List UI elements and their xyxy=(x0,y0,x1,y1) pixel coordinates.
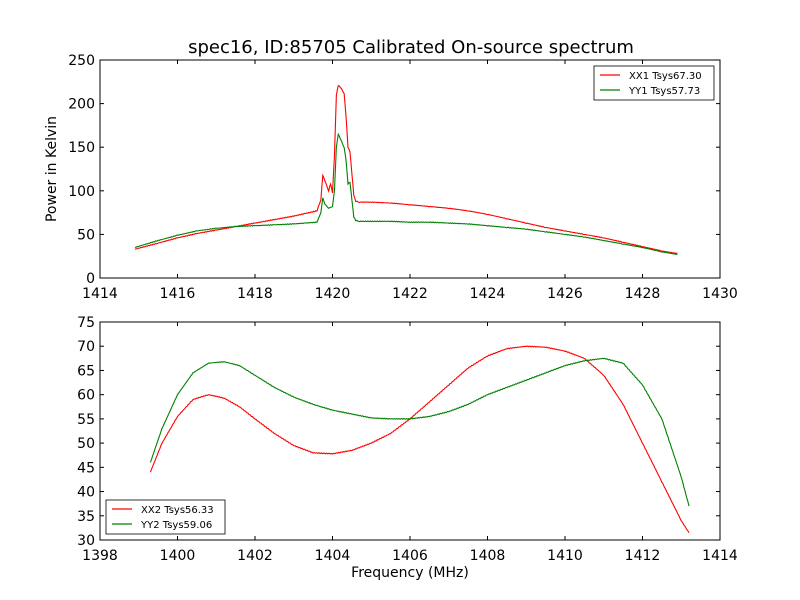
x-tick-label: 1418 xyxy=(237,286,273,302)
y-tick-label: 200 xyxy=(68,97,95,113)
y-tick-label: 100 xyxy=(68,184,95,200)
x-tick-label: 1420 xyxy=(315,286,351,302)
series-line-2 xyxy=(149,357,690,507)
legend: XX1 Tsys67.30 YY1 Tsys57.73 xyxy=(593,65,715,101)
y-tick-label: 0 xyxy=(86,271,95,287)
series-line-2 xyxy=(134,132,678,255)
x-tick-label: 1410 xyxy=(547,548,583,564)
y-tick-label: 35 xyxy=(77,509,95,525)
y-tick-label: 250 xyxy=(68,53,95,69)
x-tick-label: 1426 xyxy=(547,286,583,302)
x-tick-label: 1414 xyxy=(82,286,118,302)
x-tick-label: 1424 xyxy=(470,286,506,302)
y-tick-label: 50 xyxy=(77,227,95,243)
x-tick-label: 1422 xyxy=(392,286,428,302)
legend-entry: XX2 Tsys56.33 xyxy=(141,505,214,516)
x-tick-label: 1404 xyxy=(315,548,351,564)
y-axis-label: Power in Kelvin xyxy=(44,116,60,222)
x-tick-label: 1416 xyxy=(160,286,196,302)
series-line-1 xyxy=(149,345,690,534)
x-tick-label: 1408 xyxy=(470,548,506,564)
x-tick-label: 1430 xyxy=(702,286,738,302)
x-tick-label: 1406 xyxy=(392,548,428,564)
x-axis-label: Frequency (MHz) xyxy=(351,565,469,581)
y-tick-label: 60 xyxy=(77,388,95,404)
chart-1: 1414 1416 1418 1420 1422 1424 1426 1428 1430 0 50 1… xyxy=(44,53,738,302)
legend-entry: YY1 Tsys57.73 xyxy=(628,86,700,97)
legend-box xyxy=(593,65,715,101)
legend-box xyxy=(105,499,226,535)
y-tick-label: 75 xyxy=(77,315,95,331)
x-tick-label: 1398 xyxy=(82,548,118,564)
y-tick-label: 55 xyxy=(77,412,95,428)
x-tick-label: 1412 xyxy=(625,548,661,564)
y-tick-label: 150 xyxy=(68,140,95,156)
figure-title: spec16, ID:85705 Calibrated On-source sp… xyxy=(188,37,634,58)
legend-entry: YY2 Tsys59.06 xyxy=(140,520,212,531)
x-tick-label: 1428 xyxy=(625,286,661,302)
chart-2: 1398 1400 1402 1404 1406 1408 1410 1412 1414 30 35… xyxy=(77,315,738,581)
series-line-1 xyxy=(134,84,678,255)
legend: XX2 Tsys56.33 YY2 Tsys59.06 xyxy=(105,499,226,535)
legend-entry: XX1 Tsys67.30 xyxy=(629,71,702,82)
y-tick-label: 30 xyxy=(77,533,95,549)
x-tick-label: 1402 xyxy=(237,548,273,564)
y-tick-label: 45 xyxy=(77,460,95,476)
y-tick-label: 70 xyxy=(77,339,95,355)
x-tick-label: 1400 xyxy=(160,548,196,564)
y-tick-label: 50 xyxy=(77,436,95,452)
y-tick-label: 65 xyxy=(77,363,95,379)
y-tick-label: 40 xyxy=(77,485,95,501)
x-tick-label: 1414 xyxy=(702,548,738,564)
